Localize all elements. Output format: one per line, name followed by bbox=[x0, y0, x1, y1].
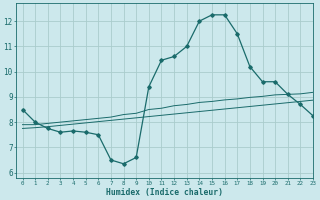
X-axis label: Humidex (Indice chaleur): Humidex (Indice chaleur) bbox=[106, 188, 223, 197]
